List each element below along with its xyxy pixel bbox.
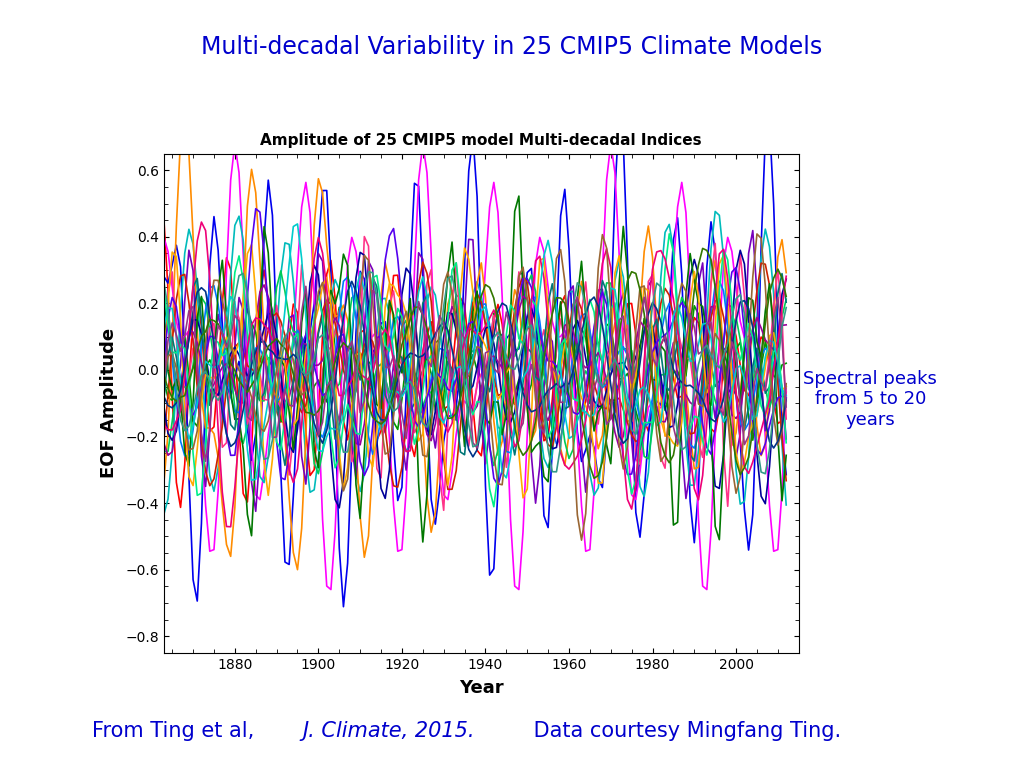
X-axis label: Year: Year <box>459 679 504 697</box>
Text: J. Climate, 2015.: J. Climate, 2015. <box>302 721 474 741</box>
Text: Multi-decadal Variability in 25 CMIP5 Climate Models: Multi-decadal Variability in 25 CMIP5 Cl… <box>202 35 822 58</box>
Text: Data courtesy Mingfang Ting.: Data courtesy Mingfang Ting. <box>527 721 842 741</box>
Y-axis label: EOF Amplitude: EOF Amplitude <box>100 328 119 478</box>
Text: From Ting et al,: From Ting et al, <box>92 721 261 741</box>
Text: Spectral peaks
from 5 to 20
years: Spectral peaks from 5 to 20 years <box>804 369 937 429</box>
Title: Amplitude of 25 CMIP5 model Multi-decadal Indices: Amplitude of 25 CMIP5 model Multi-decada… <box>260 134 702 148</box>
